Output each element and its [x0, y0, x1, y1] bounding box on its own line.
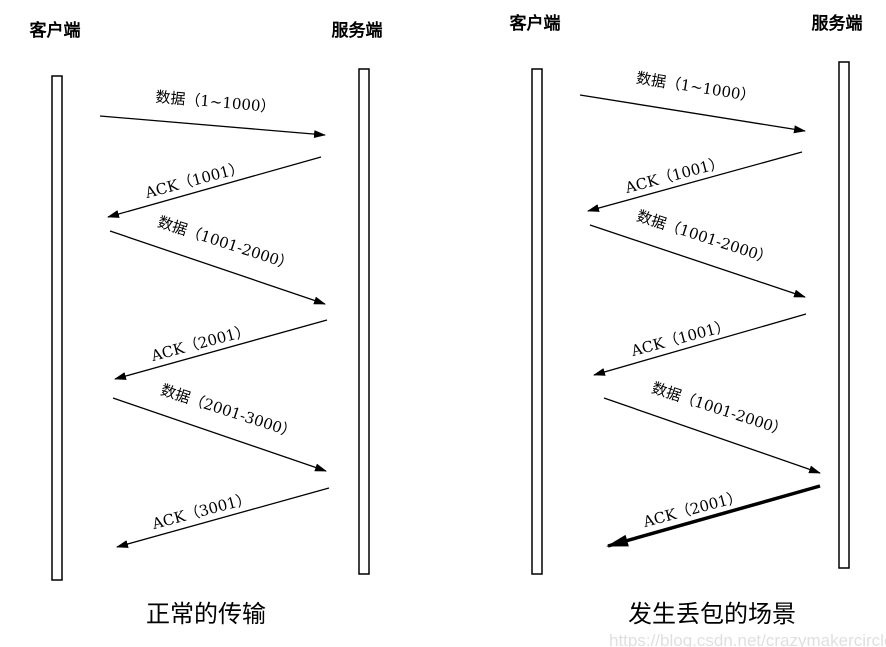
packet-loss-panel: 客户端 服务端 数据（1~1000） ACK（1001） 数据（1001-200…	[509, 13, 863, 628]
caption: 正常的传输	[146, 600, 266, 628]
server-timeline	[838, 61, 850, 569]
client-timeline	[531, 68, 543, 575]
server-timeline	[358, 68, 370, 575]
message-label: 数据（1001-2000）	[635, 207, 775, 268]
message-arrow	[109, 230, 326, 305]
message-label: ACK（1001）	[628, 316, 732, 360]
message-arrow	[603, 397, 821, 474]
watermark: https://blog.csdn.net/crazymakercircle	[609, 631, 886, 647]
message-label: ACK（2001）	[148, 321, 252, 365]
message-arrow	[99, 115, 326, 139]
message-label: 数据（1001-2000）	[156, 213, 296, 274]
message-label: 数据（1~1000）	[155, 88, 276, 116]
message-arrow	[114, 319, 328, 380]
message-arrow	[107, 156, 322, 218]
normal-transmission-panel: 客户端 服务端 数据（1~1000） ACK（1001） 数据（1001-200…	[29, 20, 383, 628]
message-label: ACK（2001）	[640, 487, 744, 531]
server-label: 服务端	[332, 20, 383, 41]
message-label: ACK（1001）	[142, 158, 246, 202]
message-arrow	[112, 397, 327, 472]
message-arrow	[579, 94, 806, 134]
message-arrow	[116, 487, 330, 548]
message-arrow	[587, 151, 803, 212]
caption: 发生丢包的场景	[628, 600, 796, 628]
server-label: 服务端	[812, 13, 863, 34]
message-label: 数据（1~1000）	[635, 69, 757, 106]
message-label: ACK（1001）	[622, 153, 726, 197]
message-label: ACK（3001）	[149, 489, 253, 533]
message-label: 数据（1001-2000）	[650, 379, 790, 440]
message-arrow-bold	[606, 484, 821, 548]
message-label: 数据（2001-3000）	[159, 381, 299, 442]
client-timeline	[51, 75, 63, 581]
client-label: 客户端	[29, 20, 81, 41]
message-arrow	[589, 224, 806, 298]
message-arrow	[593, 313, 807, 376]
client-label: 客户端	[509, 13, 561, 34]
